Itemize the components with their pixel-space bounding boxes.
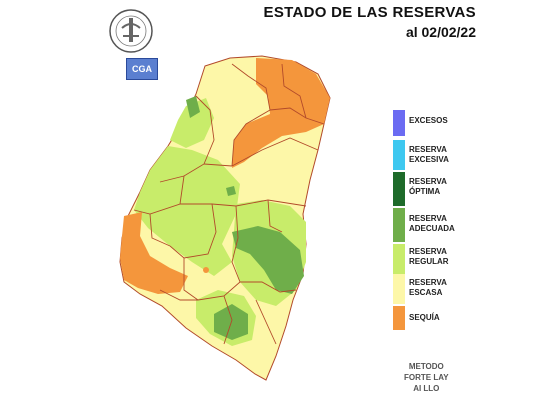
legend-label-excesos: EXCESOS bbox=[409, 116, 448, 125]
adecuada-zone-center bbox=[226, 186, 236, 196]
cga-logo: CGA bbox=[126, 58, 158, 80]
legend-swatch-sequia bbox=[393, 306, 405, 330]
map-title: ESTADO DE LAS RESERVAS al 02/02/22 bbox=[264, 4, 476, 40]
bolsa-cereales-seal-logo bbox=[109, 9, 153, 53]
legend-label-sequia: SEQUÍA bbox=[409, 313, 440, 322]
title-line1: ESTADO DE LAS RESERVAS bbox=[263, 4, 476, 21]
department-borders bbox=[133, 63, 325, 345]
legend-swatch-excesos bbox=[393, 110, 405, 136]
regular-zone-north bbox=[170, 98, 214, 148]
legend-swatch-reserva-adecuada bbox=[393, 208, 405, 242]
legend-label-reserva-optima: RESERVA ÓPTIMA bbox=[409, 177, 447, 196]
method-line2: FORTE LAY bbox=[404, 373, 449, 382]
legend-swatch-reserva-excesiva bbox=[393, 140, 405, 170]
legend-label-reserva-excesiva: RESERVA EXCESIVA bbox=[409, 145, 449, 164]
legend-swatch-reserva-optima bbox=[393, 172, 405, 206]
sequia-zone-west bbox=[120, 212, 188, 294]
legend-swatch-reserva-escasa bbox=[393, 274, 405, 304]
title-date: al 02/02/22 bbox=[405, 24, 476, 40]
legend-label-reserva-adecuada: RESERVA ADECUADA bbox=[409, 214, 455, 233]
adecuada-zone-north bbox=[186, 96, 200, 118]
regular-zone-west bbox=[134, 146, 240, 276]
sequia-zone-northeast bbox=[232, 58, 330, 168]
method-line1: METODO bbox=[408, 362, 444, 371]
cga-logo-text: CGA bbox=[132, 64, 152, 74]
legend-label-reserva-escasa: RESERVA ESCASA bbox=[409, 278, 447, 297]
legend-swatch-reserva-regular bbox=[393, 244, 405, 274]
adecuada-zone-east bbox=[232, 226, 304, 294]
sequia-spot bbox=[203, 267, 209, 273]
legend-label-reserva-regular: RESERVA REGULAR bbox=[409, 247, 449, 266]
method-line3: AI LLO bbox=[413, 384, 440, 393]
method-note: METODO FORTE LAY AI LLO bbox=[404, 361, 449, 394]
